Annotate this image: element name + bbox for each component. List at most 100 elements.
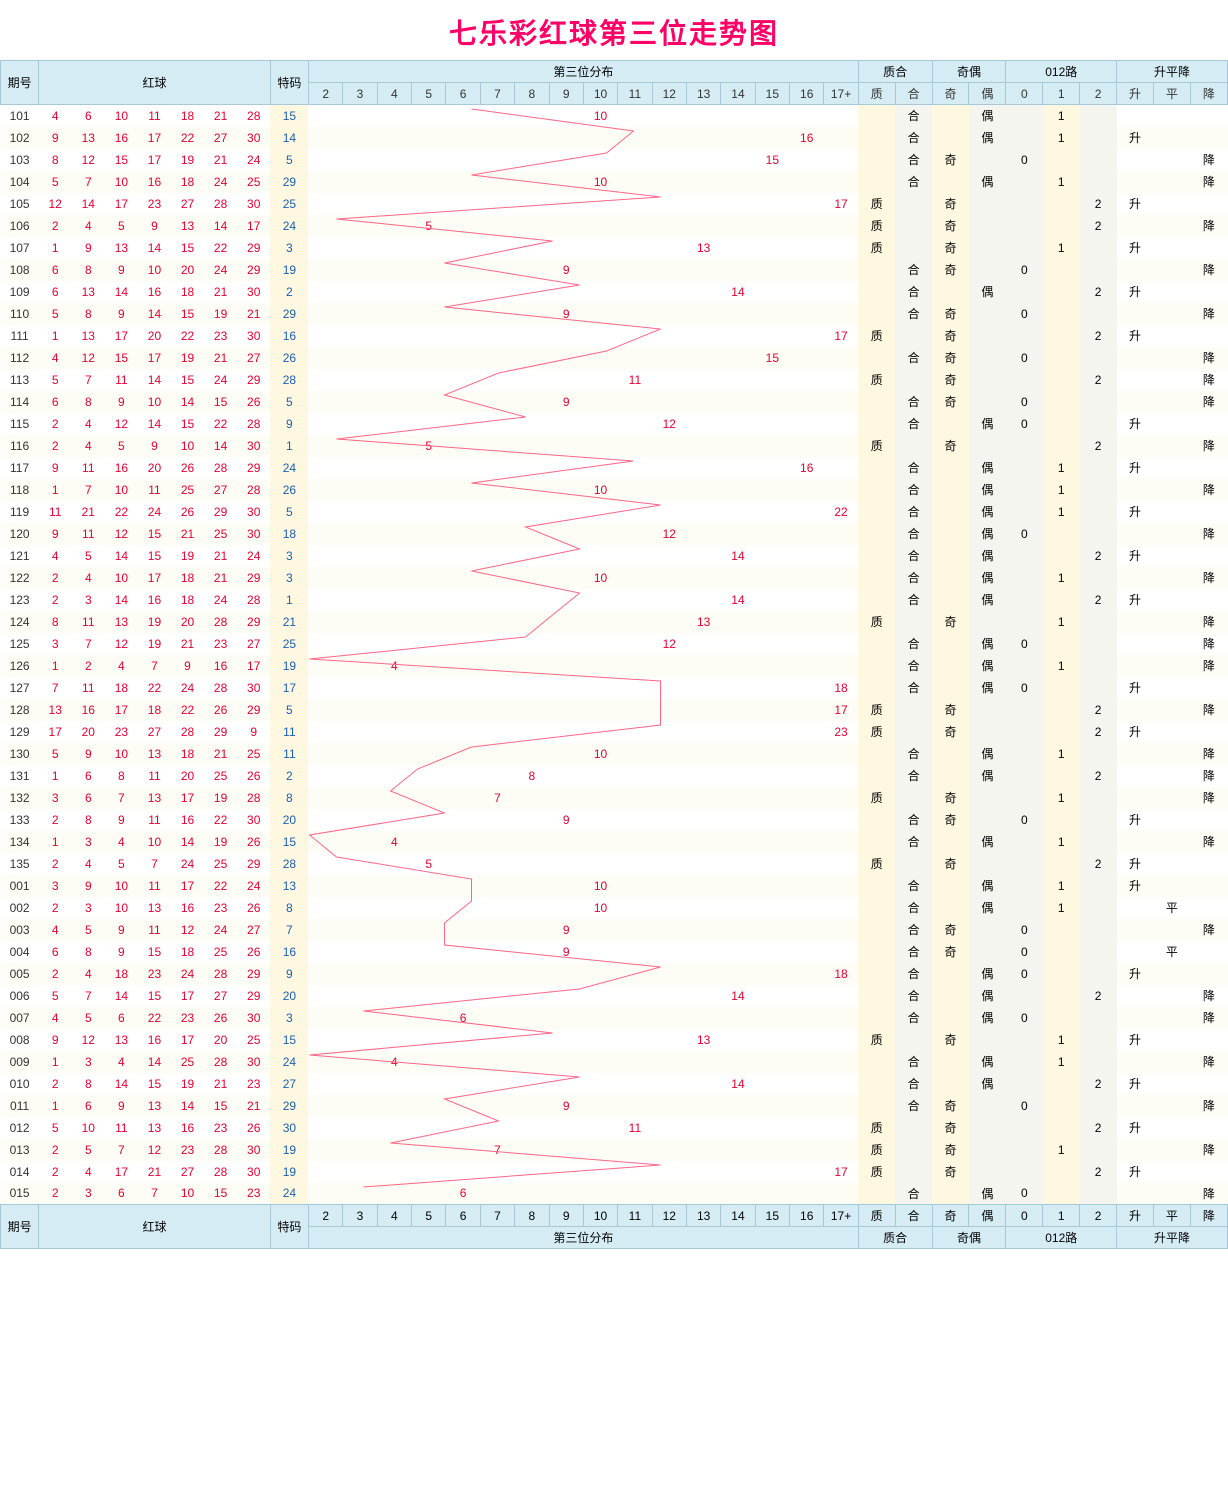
cell-dist xyxy=(583,1051,617,1073)
cell-dist xyxy=(446,589,480,611)
cell-zhi xyxy=(858,1095,895,1117)
cell-012: 2 xyxy=(1080,369,1117,391)
ftr-tail: 升 xyxy=(1117,1205,1154,1227)
cell-dist xyxy=(686,259,720,281)
cell-012 xyxy=(1080,809,1117,831)
cell-red: 6 xyxy=(39,281,72,303)
cell-dist xyxy=(790,193,824,215)
cell-dist xyxy=(308,501,342,523)
cell-dist xyxy=(515,941,549,963)
cell-spj xyxy=(1153,501,1190,523)
cell-dist xyxy=(377,765,411,787)
cell-dist xyxy=(790,523,824,545)
ftr-tail: 奇 xyxy=(932,1205,969,1227)
cell-zhi xyxy=(858,743,895,765)
cell-dist xyxy=(480,1073,514,1095)
cell-dist xyxy=(618,325,652,347)
cell-te: 15 xyxy=(270,105,308,127)
cell-red: 10 xyxy=(138,831,171,853)
cell-ou xyxy=(969,369,1006,391)
cell-dist xyxy=(480,875,514,897)
cell-red: 5 xyxy=(72,545,105,567)
cell-dist xyxy=(515,963,549,985)
cell-red: 8 xyxy=(39,611,72,633)
cell-spj: 升 xyxy=(1117,457,1154,479)
cell-012 xyxy=(1043,985,1080,1007)
cell-dist xyxy=(824,897,858,919)
cell-dist xyxy=(480,523,514,545)
cell-dist xyxy=(343,1139,377,1161)
table-row: 126124791617194合偶1降 xyxy=(1,655,1228,677)
cell-red: 17 xyxy=(171,875,204,897)
cell-spj xyxy=(1117,347,1154,369)
cell-dist xyxy=(446,259,480,281)
cell-red: 19 xyxy=(171,347,204,369)
table-row: 0065714151727292014合偶2降 xyxy=(1,985,1228,1007)
cell-dist xyxy=(343,633,377,655)
cell-te: 25 xyxy=(270,193,308,215)
cell-dist xyxy=(583,1073,617,1095)
cell-spj: 降 xyxy=(1190,303,1227,325)
ftr-zhihe: 质合 xyxy=(858,1227,932,1249)
cell-dist xyxy=(583,347,617,369)
cell-zhi xyxy=(858,567,895,589)
cell-red: 1 xyxy=(39,237,72,259)
cell-ji: 奇 xyxy=(932,1095,969,1117)
cell-ou xyxy=(969,919,1006,941)
cell-dist xyxy=(549,413,583,435)
cell-spj: 降 xyxy=(1190,149,1227,171)
cell-dist xyxy=(343,215,377,237)
cell-dist xyxy=(480,1183,514,1205)
cell-he: 合 xyxy=(895,809,932,831)
cell-dist xyxy=(583,237,617,259)
cell-ou: 偶 xyxy=(969,479,1006,501)
cell-dist xyxy=(515,567,549,589)
cell-012 xyxy=(1006,501,1043,523)
cell-ji: 奇 xyxy=(932,611,969,633)
cell-dist xyxy=(686,347,720,369)
cell-dist xyxy=(412,545,446,567)
table-row: 1311681120252628合偶2降 xyxy=(1,765,1228,787)
cell-zhi xyxy=(858,1073,895,1095)
cell-issue: 131 xyxy=(1,765,39,787)
table-row: 1096131416182130214合偶2升 xyxy=(1,281,1228,303)
cell-spj xyxy=(1153,875,1190,897)
cell-red: 24 xyxy=(171,853,204,875)
cell-dist xyxy=(549,281,583,303)
cell-012: 2 xyxy=(1080,721,1117,743)
cell-red: 9 xyxy=(105,259,138,281)
cell-dist xyxy=(412,413,446,435)
cell-dist xyxy=(618,501,652,523)
cell-dist xyxy=(652,919,686,941)
cell-dist xyxy=(790,1029,824,1051)
cell-dist xyxy=(790,171,824,193)
cell-dist xyxy=(515,501,549,523)
cell-dist xyxy=(549,457,583,479)
cell-red: 30 xyxy=(237,1007,270,1029)
hdr-tail-col: 0 xyxy=(1006,83,1043,105)
cell-red: 29 xyxy=(237,611,270,633)
cell-dist xyxy=(618,633,652,655)
cell-012 xyxy=(1006,567,1043,589)
cell-dist: 17 xyxy=(824,699,858,721)
cell-red: 28 xyxy=(204,193,237,215)
cell-dist xyxy=(824,1139,858,1161)
cell-dist xyxy=(755,105,789,127)
cell-012: 0 xyxy=(1006,633,1043,655)
cell-dist xyxy=(755,699,789,721)
cell-dist xyxy=(480,853,514,875)
cell-dist xyxy=(824,281,858,303)
cell-issue: 012 xyxy=(1,1117,39,1139)
cell-dist xyxy=(721,831,755,853)
cell-red: 1 xyxy=(39,765,72,787)
cell-dist xyxy=(618,567,652,589)
ftr-jiou: 奇偶 xyxy=(932,1227,1006,1249)
cell-red: 6 xyxy=(105,1183,138,1205)
cell-spj: 升 xyxy=(1117,501,1154,523)
cell-red: 13 xyxy=(138,897,171,919)
cell-012 xyxy=(1043,435,1080,457)
cell-ji xyxy=(932,765,969,787)
hdr-tail-col: 2 xyxy=(1080,83,1117,105)
cell-012: 0 xyxy=(1006,413,1043,435)
cell-red: 5 xyxy=(39,369,72,391)
